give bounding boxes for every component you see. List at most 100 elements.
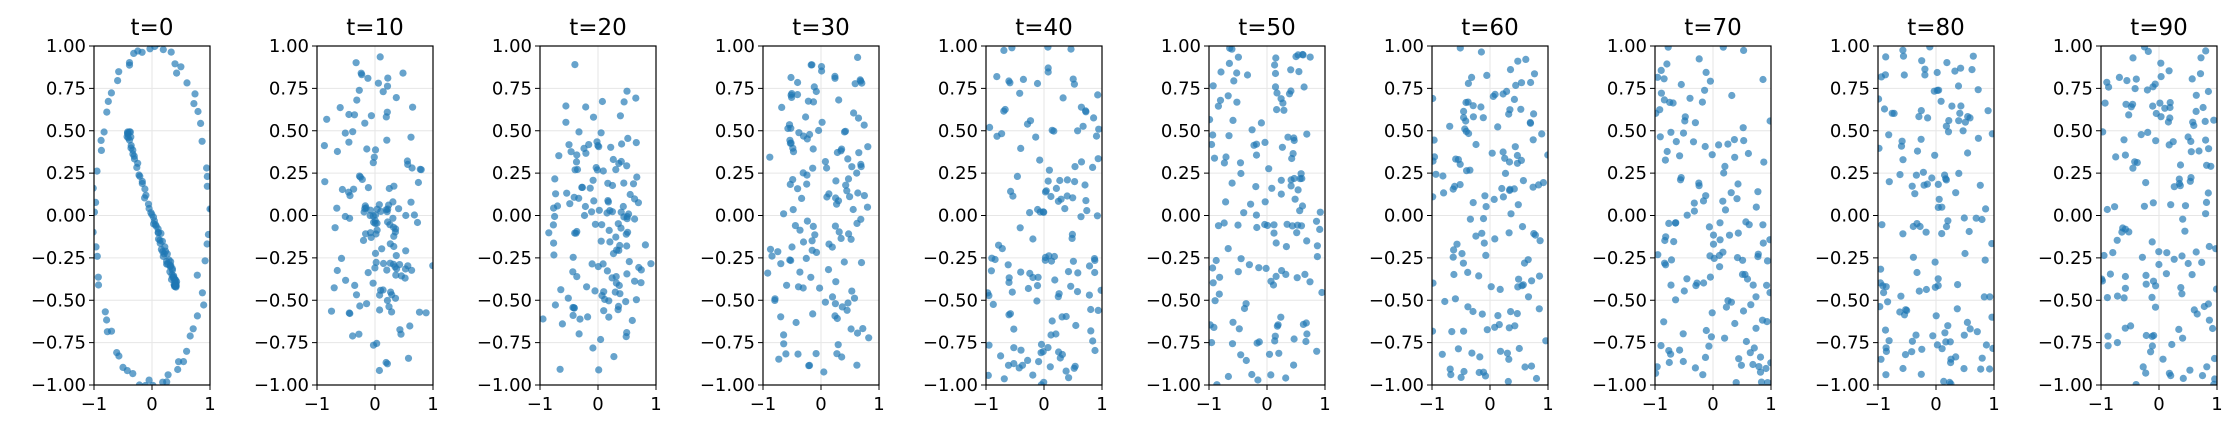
x-tick-label: 0 (146, 394, 157, 415)
data-point (794, 185, 802, 193)
y-tick-label: 1.00 (1384, 36, 1424, 57)
data-point (1451, 182, 1459, 190)
data-point (2113, 236, 2121, 244)
y-tick-label: −0.75 (923, 333, 978, 354)
data-point (1749, 360, 1757, 369)
data-point (1513, 151, 1521, 160)
data-point (382, 113, 390, 121)
data-point (1290, 335, 1298, 343)
data-point (367, 112, 375, 120)
data-point (2144, 128, 2152, 136)
x-tick-label: −1 (2088, 394, 2115, 415)
data-point (1275, 349, 1283, 357)
data-point (860, 192, 869, 200)
data-point (1478, 310, 1486, 318)
data-point (832, 177, 840, 185)
y-tick-label: −0.50 (700, 290, 755, 311)
data-point (1665, 358, 1673, 367)
data-point (1229, 116, 1237, 124)
data-point (1494, 312, 1502, 320)
data-point (1531, 231, 1539, 239)
data-point (550, 204, 558, 212)
scatter-panel: t=20 −1 0 1 −1.00 −0.75 −0.50 −0.25 0.00 0.25 0.50… (477, 15, 662, 415)
data-point (165, 256, 173, 264)
data-point (1293, 274, 1301, 282)
data-point (1466, 215, 1474, 223)
data-point (2149, 277, 2158, 285)
data-point (1052, 330, 1060, 338)
y-tick-label: 1.00 (1607, 36, 1647, 57)
data-point (1293, 229, 1301, 237)
data-point (1879, 282, 1887, 290)
x-tick-label: 0 (369, 394, 380, 415)
data-point (1503, 349, 1511, 357)
data-point (1721, 334, 1729, 342)
data-point (1271, 69, 1280, 78)
data-point (1951, 67, 1959, 75)
data-point (123, 367, 131, 375)
data-point (1019, 75, 1027, 83)
data-point (1655, 369, 1660, 377)
data-point (389, 214, 397, 222)
data-point (369, 341, 378, 349)
data-point (1705, 342, 1713, 350)
data-point (1878, 73, 1885, 81)
data-point (349, 128, 357, 136)
data-point (389, 198, 397, 206)
data-point (1216, 273, 1224, 281)
point-group (764, 53, 873, 376)
data-point (1746, 349, 1754, 357)
data-point (1010, 360, 1018, 368)
data-point (1462, 98, 1470, 107)
data-point (1432, 327, 1437, 335)
data-point (1261, 220, 1269, 229)
data-point (177, 63, 185, 71)
point-group (320, 53, 433, 375)
data-point (364, 184, 372, 192)
data-point (161, 243, 169, 251)
y-tick-label: −0.75 (1369, 333, 1424, 354)
data-point (409, 103, 417, 111)
data-point (857, 259, 866, 267)
data-point (1529, 183, 1537, 191)
data-point (1739, 307, 1748, 315)
data-point (1091, 346, 1099, 355)
data-point (2176, 161, 2185, 169)
data-point (2199, 103, 2207, 112)
scatter-panel: t=50 −1 0 1 −1.00 −0.75 −0.50 −0.25 0.00 0.25 0.50… (1146, 15, 1331, 415)
data-point (163, 378, 171, 385)
data-point (1942, 122, 1950, 130)
data-point (854, 189, 862, 197)
data-point (1670, 238, 1678, 246)
data-point (1026, 117, 1035, 125)
y-tick-label: 0.00 (1384, 206, 1424, 227)
data-point (2122, 100, 2130, 108)
data-point (632, 94, 640, 102)
data-point (794, 78, 802, 87)
data-point (1071, 178, 1079, 186)
data-point (1446, 365, 1454, 373)
data-point (1667, 128, 1675, 136)
data-point (1287, 66, 1295, 74)
point-group (1209, 46, 1325, 385)
data-point (805, 361, 814, 369)
data-point (2210, 116, 2217, 124)
y-tick-label: 0.25 (2053, 163, 2093, 184)
data-point (173, 69, 181, 77)
data-point (2125, 111, 2133, 119)
data-point (1469, 307, 1477, 316)
data-point (1683, 275, 1691, 283)
data-point (600, 307, 608, 315)
data-point (383, 266, 391, 274)
data-point (2132, 381, 2140, 385)
data-point (1234, 268, 1242, 276)
data-point (374, 79, 382, 87)
data-point (2156, 99, 2164, 107)
data-point (631, 195, 639, 203)
data-point (390, 232, 398, 240)
data-point (1505, 229, 1513, 237)
data-point (333, 266, 341, 275)
data-point (1235, 325, 1243, 333)
y-tick-label: −1.00 (1369, 375, 1424, 396)
data-point (1752, 203, 1760, 211)
